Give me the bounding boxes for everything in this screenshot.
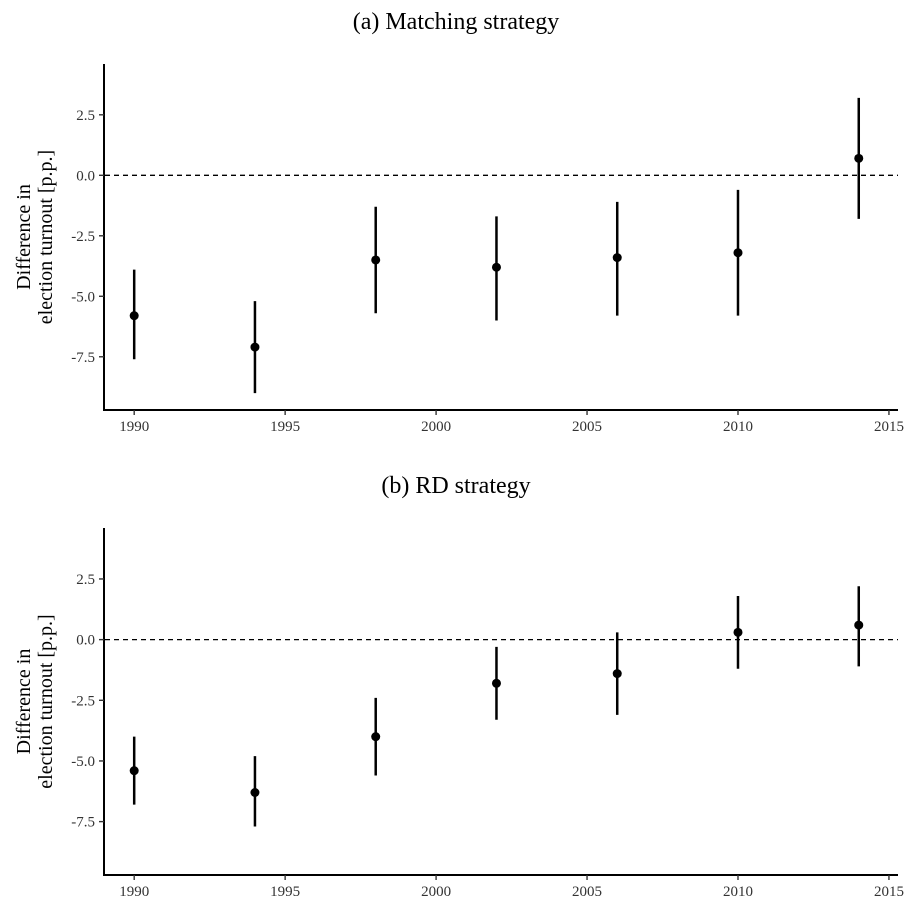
- estimate-point: [250, 343, 259, 352]
- estimate-point: [492, 263, 501, 272]
- x-tick-label: 1990: [119, 419, 149, 435]
- estimate-point: [130, 766, 139, 775]
- y-tick-label: -5.0: [71, 289, 95, 305]
- chart-title: (a) Matching strategy: [353, 9, 560, 35]
- y-tick-label: 0.0: [76, 168, 95, 184]
- y-axis-label: Difference inelection turnout [p.p.]: [13, 614, 57, 788]
- x-tick-label: 2010: [723, 884, 753, 900]
- x-tick-label: 2015: [874, 884, 904, 900]
- x-tick-label: 2000: [421, 884, 451, 900]
- y-tick-label: 2.5: [76, 108, 95, 124]
- estimate-point: [130, 311, 139, 320]
- x-tick-label: 1990: [119, 884, 149, 900]
- y-tick-label: 2.5: [76, 572, 95, 588]
- panel-rd: (b) RD strategy Difference inelection tur…: [13, 473, 904, 900]
- y-tick-label: 0.0: [76, 633, 95, 649]
- estimate-point: [854, 154, 863, 163]
- y-tick-label: -2.5: [71, 229, 95, 245]
- y-axis-label-line: election turnout [p.p.]: [35, 614, 57, 788]
- x-tick-label: 1995: [270, 884, 300, 900]
- estimate-point: [371, 255, 380, 264]
- estimate-point: [733, 248, 742, 257]
- y-axis-label: Difference inelection turnout [p.p.]: [13, 150, 57, 324]
- y-tick-label: -5.0: [71, 754, 95, 770]
- y-axis-label-line: Difference in: [13, 649, 35, 755]
- x-tick-label: 2000: [421, 419, 451, 435]
- x-tick-label: 2015: [874, 419, 904, 435]
- estimate-point: [613, 669, 622, 678]
- estimate-point: [613, 253, 622, 262]
- estimate-point: [733, 628, 742, 637]
- x-tick-label: 2010: [723, 419, 753, 435]
- y-tick-label: -2.5: [71, 693, 95, 709]
- x-tick-label: 1995: [270, 419, 300, 435]
- estimate-point: [371, 732, 380, 741]
- panel-matching: (a) Matching strategy Difference inelecti…: [13, 9, 904, 435]
- y-tick-label: -7.5: [71, 815, 95, 831]
- y-axis-label-line: election turnout [p.p.]: [35, 150, 57, 324]
- x-tick-label: 2005: [572, 884, 602, 900]
- y-axis-label-line: Difference in: [13, 184, 35, 290]
- y-tick-label: -7.5: [71, 350, 95, 366]
- chart-title: (b) RD strategy: [381, 473, 530, 499]
- x-tick-label: 2005: [572, 419, 602, 435]
- estimate-point: [492, 679, 501, 688]
- estimate-point: [250, 788, 259, 797]
- estimate-point: [854, 621, 863, 630]
